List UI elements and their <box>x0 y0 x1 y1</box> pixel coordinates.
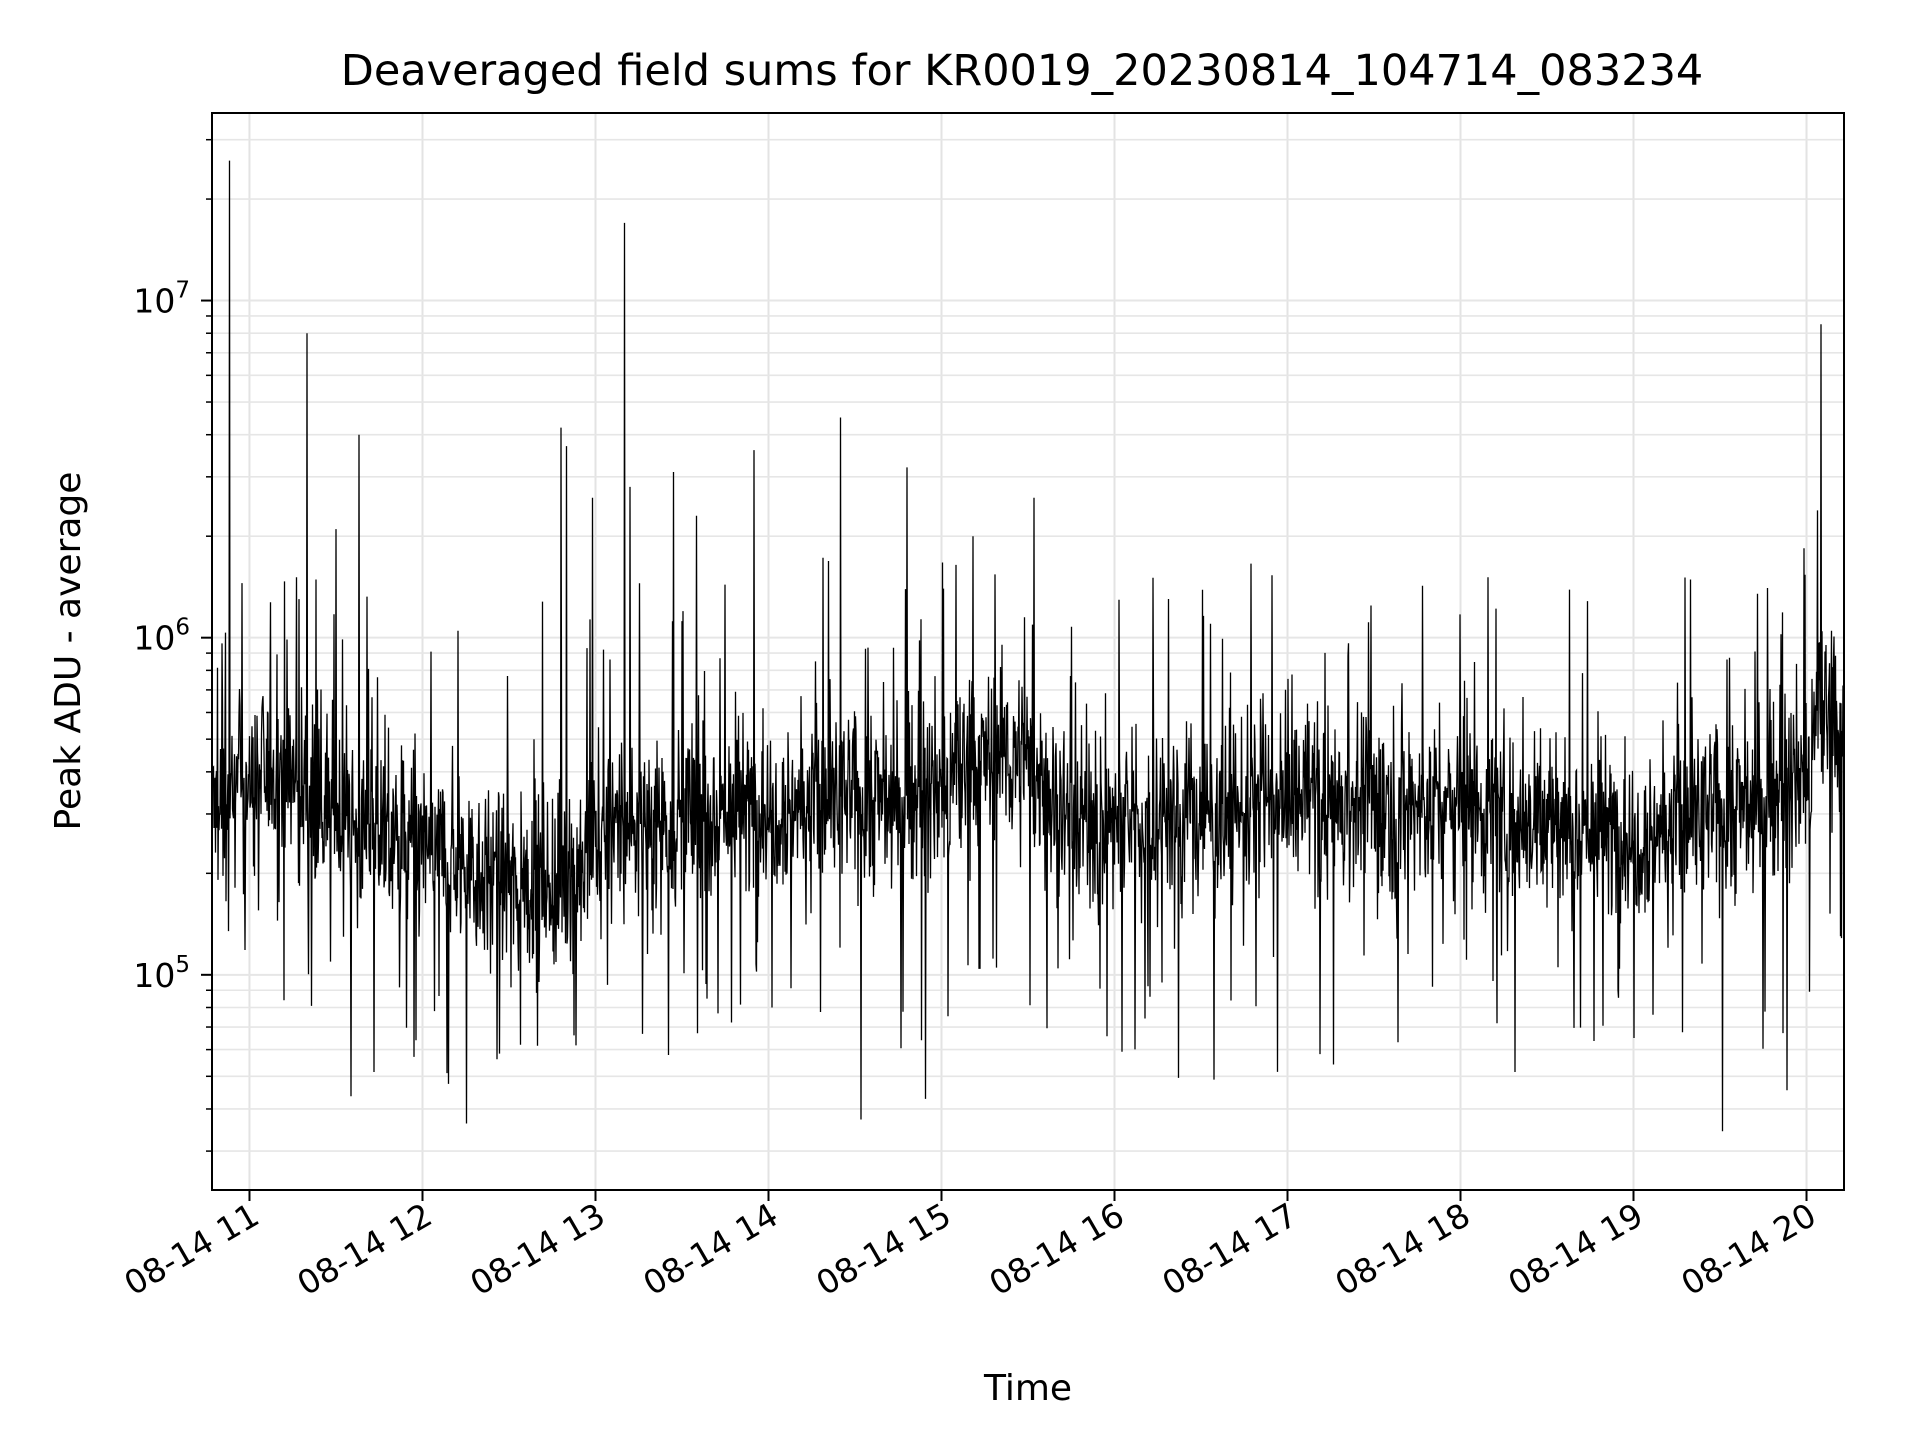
series-line <box>212 160 1844 1132</box>
x-axis-label: Time <box>983 1368 1072 1409</box>
y-axis-label: Peak ADU - average <box>48 472 89 831</box>
y-axis: 105 106 107 <box>133 138 212 1152</box>
y-tick-label: 106 <box>133 615 190 658</box>
plot-frame <box>211 112 1845 1191</box>
y-tick-label: 105 <box>133 952 190 995</box>
y-tick-label: 107 <box>133 278 190 321</box>
chart-title: Deaveraged field sums for KR0019_2023081… <box>341 46 1704 96</box>
series-path <box>212 160 1844 1132</box>
